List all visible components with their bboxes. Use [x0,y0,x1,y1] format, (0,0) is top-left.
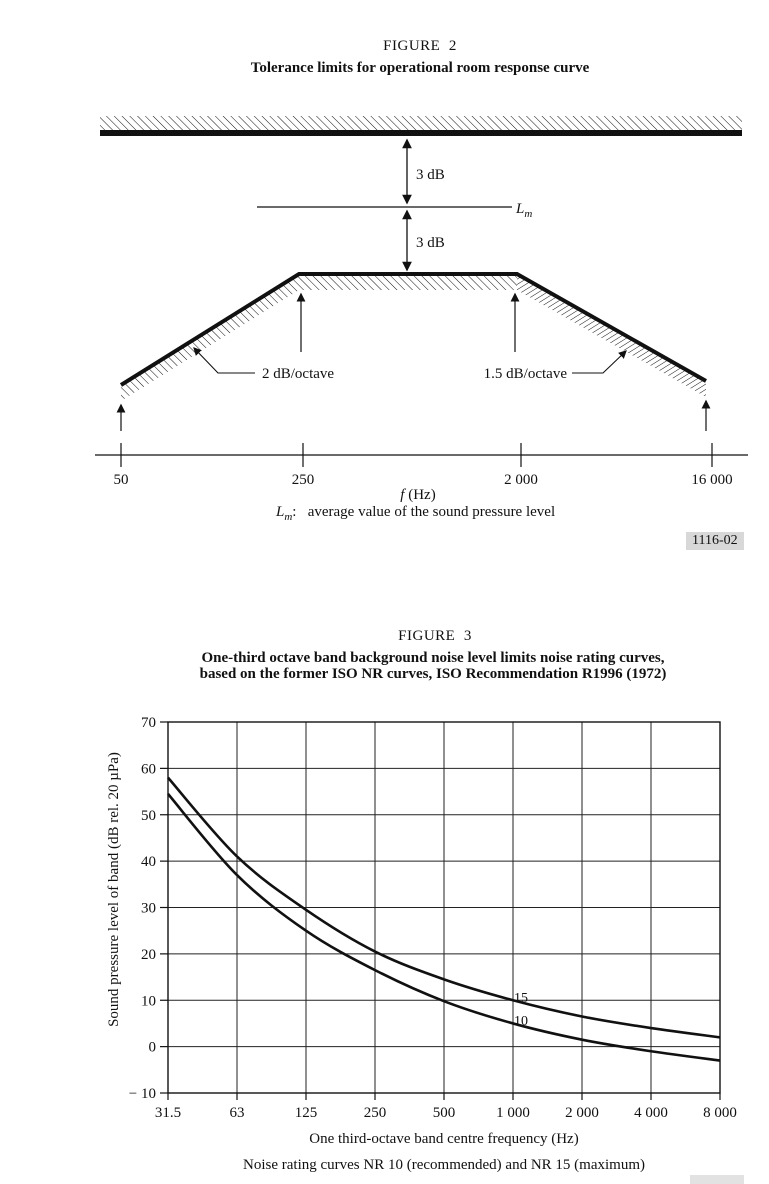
upper-margin-label: 3 dB [416,167,445,183]
x-tick-label: 1 000 [496,1105,530,1121]
lm-line-label: Lm [515,201,532,220]
y-tick-label: − 10 [129,1086,156,1102]
right-slope-leader [572,350,627,374]
lm-symbol: L [276,504,285,520]
left-slope-label: 2 dB/octave [262,366,334,382]
x-tick-label: 125 [295,1105,318,1121]
figure2-label: FIGURE 2 [383,38,457,54]
curve-label-nr-10: 10 [514,1014,528,1029]
axis-tick-label: 250 [292,472,315,488]
ceiling-bar [100,130,742,136]
x-tick-label: 500 [433,1105,456,1121]
x-tick-label: 8 000 [703,1105,737,1121]
x-tick-label: 2 000 [565,1105,599,1121]
figure3-caption: Noise rating curves NR 10 (recommended) … [243,1157,645,1173]
lm-subscript: m [284,511,293,523]
left-slope-leader [193,347,255,374]
chart-x-axis-title: One third-octave band centre frequency (… [309,1131,579,1147]
y-tick-label: 20 [141,947,156,963]
figure2-title: Tolerance limits for operational room re… [250,60,590,76]
x-tick-label: 31.5 [155,1105,181,1121]
right-slope-label: 1.5 dB/octave [484,366,568,382]
tolerance-band-top [299,274,517,290]
x-tick-label: 63 [230,1105,245,1121]
figure2-diagram: 3 dB Lm 3 dB 2 dB/octave 1.5 dB/octave 5… [95,116,748,503]
ceiling-hatch [100,116,742,130]
figure2-caption: Lm: average value of the sound pressure … [276,504,555,523]
x-tick-label: 4 000 [634,1105,668,1121]
y-tick-label: 10 [141,993,156,1009]
y-tick-label: 70 [141,715,156,731]
tolerance-band-right [517,274,706,397]
tolerance-band-left [121,274,299,401]
caption-colon: : [292,504,297,520]
curve-label-nr-15: 15 [514,991,528,1006]
tolerance-curve [119,272,707,387]
y-tick-label: 30 [141,901,156,917]
lower-margin-label: 3 dB [416,235,445,251]
axis-tick-label: 16 000 [691,472,732,488]
frequency-axis-title: f (Hz) [400,487,435,503]
axis-tick-label: 50 [114,472,129,488]
figure2-number-badge: 1116-02 [686,532,744,550]
curve-nr-15 [167,776,721,1039]
y-tick-label: 0 [149,1040,157,1056]
y-tick-label: 60 [141,761,156,777]
axis-tick-label: 2 000 [504,472,538,488]
y-tick-label: 40 [141,854,156,870]
figure3-title-line1: One-third octave band background noise l… [201,650,665,666]
chart-y-axis-title: Sound pressure level of band (dB rel. 20… [106,752,122,1027]
x-tick-label: 250 [364,1105,387,1121]
figure3-title-line2: based on the former ISO NR curves, ISO R… [199,666,667,682]
curve-nr-10 [167,793,721,1062]
figure3-title: One-third octave band background noise l… [63,650,769,682]
figure3-label: FIGURE 3 [398,628,472,644]
caption-text: average value of the sound pressure leve… [307,504,556,520]
y-tick-label: 50 [141,808,156,824]
figure3-number-badge-clipped [690,1175,744,1184]
noise-rating-chart: 70 60 50 40 30 20 10 0 − 10 31.5 63 125 250 500 1 000 2… [106,715,737,1121]
